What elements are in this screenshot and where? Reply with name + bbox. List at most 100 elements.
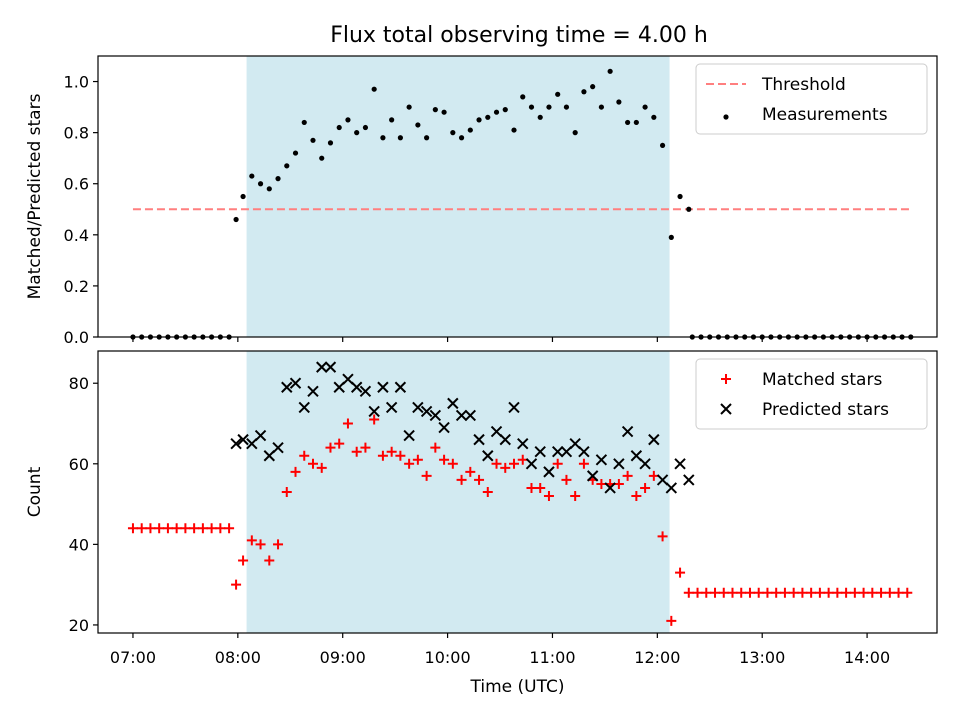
predicted-star-point — [447, 397, 459, 410]
measurement-point — [389, 117, 395, 123]
predicted-star-point — [604, 482, 616, 494]
matched-star-point — [273, 539, 284, 550]
predicted-star-point — [342, 373, 354, 385]
matched-star-point — [543, 491, 554, 502]
matched-star-point — [386, 446, 397, 457]
matched-star-point — [753, 587, 764, 598]
x-tick-label: 07:00 — [110, 648, 156, 667]
matched-star-point — [171, 523, 182, 534]
predicted-star-point — [683, 474, 695, 486]
matched-star-point — [465, 466, 476, 477]
matched-star-point — [206, 523, 217, 534]
measurement-point — [380, 135, 386, 141]
matched-star-point — [404, 458, 415, 469]
predicted-star-point — [298, 401, 310, 414]
matched-star-point — [255, 539, 266, 550]
legend-box — [695, 63, 928, 135]
matched-star-point — [832, 587, 843, 598]
matched-star-point — [299, 450, 310, 461]
predicted-star-point — [499, 433, 511, 446]
matched-star-point — [246, 535, 257, 546]
measurement-point — [572, 130, 578, 136]
measurement-point — [537, 114, 543, 120]
predicted-star-point — [508, 401, 520, 414]
matched-star-point — [500, 462, 511, 473]
ratio-panel: 0.0 0.2 0.4 0.6 0.8 1.0 Matched/Predicted star… — [25, 55, 938, 347]
matched-star-point — [360, 442, 371, 453]
measurement-point — [301, 119, 307, 126]
matched-star-point — [631, 491, 642, 502]
matched-star-point — [710, 587, 721, 598]
measurement-point — [327, 140, 334, 146]
matched-star-point — [640, 482, 651, 493]
matched-star-point — [281, 487, 292, 497]
legend: Matched stars Predicted stars — [695, 358, 928, 430]
matched-star-point — [771, 587, 782, 598]
y-tick-label: 0.8 — [64, 124, 89, 143]
legend-box — [695, 358, 928, 430]
predicted-star-point — [464, 409, 477, 422]
measurement-point — [511, 127, 517, 133]
legend-measurements-swatch — [723, 114, 729, 120]
measurement-point — [686, 206, 692, 212]
predicted-star-point — [412, 401, 424, 414]
predicted-star-point — [281, 381, 293, 393]
matched-star-point — [876, 587, 887, 598]
measurement-point — [607, 68, 613, 74]
measurement-point — [520, 94, 526, 100]
matched-star-point — [902, 587, 913, 598]
measurement-point — [275, 176, 281, 182]
y-tick-label: 0.6 — [64, 175, 89, 194]
legend-label: Matched stars — [762, 370, 882, 390]
matched-star-point — [526, 482, 537, 493]
y-axis-label: Count — [25, 466, 45, 517]
matched-star-point — [197, 523, 208, 534]
x-tick-label: 12:00 — [634, 648, 680, 667]
measurement-point — [233, 216, 239, 223]
observing-window-span — [246, 56, 670, 337]
matched-star-point — [430, 442, 441, 453]
predicted-star-point — [665, 482, 678, 494]
matched-star-point — [683, 587, 694, 598]
predicted-star-point — [517, 437, 529, 450]
matched-star-point — [762, 587, 773, 598]
predicted-star-point — [316, 361, 328, 373]
predicted-star-point — [525, 458, 538, 470]
matched-star-point — [231, 579, 242, 590]
matched-star-point — [316, 462, 327, 473]
matched-star-point — [893, 587, 904, 598]
matched-star-point — [744, 587, 755, 598]
matched-star-point — [779, 587, 790, 598]
matched-star-point — [474, 474, 485, 485]
matched-star-point — [884, 587, 895, 598]
matched-star-point — [622, 470, 633, 481]
predicted-star-point — [613, 458, 625, 470]
measurement-point — [240, 193, 246, 200]
matched-star-point — [666, 615, 677, 626]
matched-star-point — [788, 587, 799, 598]
predicted-star-point — [560, 446, 573, 458]
measurement-point — [406, 104, 412, 110]
predicted-star-point — [403, 429, 415, 442]
predicted-star-point — [551, 446, 564, 458]
measurement-point — [546, 104, 552, 110]
measurement-point — [345, 117, 351, 123]
measurement-point — [581, 89, 587, 95]
matched-star-point — [395, 450, 406, 461]
y-tick-label: 40 — [69, 535, 89, 554]
matched-star-point — [867, 587, 878, 598]
y-axis-label: Matched/Predicted stars — [25, 93, 45, 299]
matched-star-point — [351, 446, 362, 457]
matched-star-point — [325, 442, 336, 453]
matched-star-point — [447, 458, 458, 469]
observing-window-span — [246, 351, 670, 633]
matched-star-point — [334, 438, 345, 449]
predicted-star-point — [333, 381, 345, 393]
measurement-point — [555, 91, 561, 97]
measurement-point — [432, 107, 438, 113]
predicted-star-point — [543, 466, 555, 478]
matched-star-point — [290, 466, 301, 477]
predicted-star-point — [263, 450, 276, 462]
matched-star-point — [578, 458, 589, 469]
